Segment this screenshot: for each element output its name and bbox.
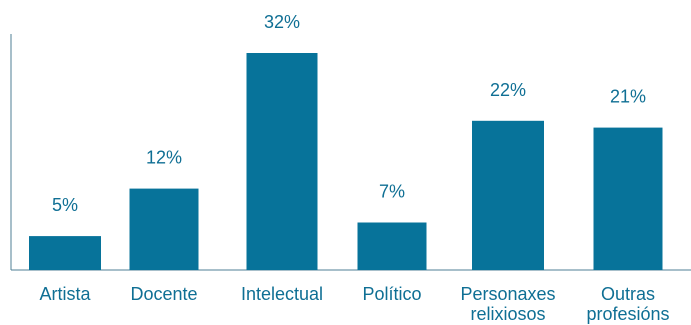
category-label-line: Docente	[130, 284, 197, 304]
category-label-line: Artista	[39, 284, 91, 304]
data-label-5: 21%	[610, 87, 646, 107]
category-label-1: Docente	[130, 284, 197, 304]
category-label-3: Político	[362, 284, 421, 304]
bar-5	[593, 127, 663, 270]
data-label-0: 5%	[52, 195, 78, 215]
category-label-5: Outras profesións	[586, 284, 669, 324]
category-label-0: Artista	[39, 284, 91, 304]
bar-series	[29, 53, 663, 270]
category-label-line: Outras	[601, 284, 655, 304]
data-label-4: 22%	[490, 80, 526, 100]
bar-2	[246, 53, 318, 270]
category-label-line: Intelectual	[241, 284, 323, 304]
bar-3	[357, 222, 427, 270]
category-label-line: Político	[362, 284, 421, 304]
data-label-2: 32%	[264, 12, 300, 32]
category-label-line: profesións	[586, 304, 669, 324]
category-label-line: Personaxes	[460, 284, 555, 304]
bar-1	[129, 188, 199, 270]
bar-0	[29, 236, 101, 270]
category-label-2: Intelectual	[241, 284, 323, 304]
data-label-1: 12%	[146, 148, 182, 168]
category-label-4: Personaxes relixiosos	[460, 284, 555, 324]
category-labels: Artista Docente Intelectual Político Persona…	[39, 284, 669, 324]
data-label-3: 7%	[379, 182, 405, 202]
category-label-line: relixiosos	[470, 304, 545, 324]
data-labels: 5% 12% 32% 7% 22% 21%	[52, 12, 646, 215]
bar-4	[472, 120, 544, 270]
